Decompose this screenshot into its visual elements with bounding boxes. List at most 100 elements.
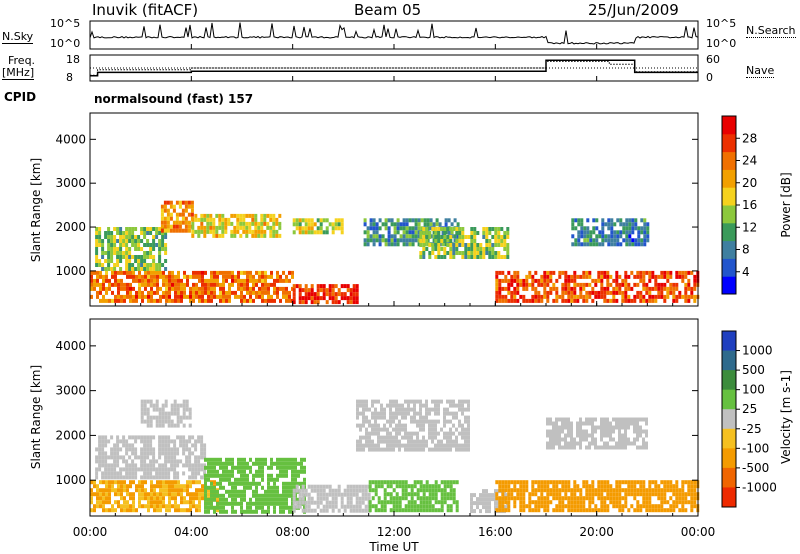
heatmap-cell	[152, 407, 156, 412]
heatmap-cell	[579, 488, 583, 493]
heatmap-cell	[687, 480, 691, 485]
heatmap-cell	[651, 480, 655, 485]
heatmap-cell	[216, 282, 219, 287]
heatmap-cell	[224, 217, 228, 222]
heatmap-cell	[423, 222, 427, 227]
y-tick-label: 2000	[55, 428, 86, 442]
heatmap-cell	[398, 407, 401, 412]
heatmap-cell	[440, 504, 444, 509]
heatmap-cell	[310, 484, 314, 489]
heatmap-cell	[198, 488, 201, 493]
heatmap-cell	[141, 294, 144, 299]
heatmap-cell	[276, 497, 279, 502]
heatmap-cell	[170, 455, 174, 460]
heatmap-cell	[282, 457, 285, 462]
heatmap-cell	[404, 488, 408, 493]
colorbar-frame	[721, 330, 737, 508]
heatmap-cell	[395, 423, 398, 428]
heatmap-cell	[401, 488, 405, 493]
heatmap-cell	[657, 496, 661, 501]
heatmap-cell	[392, 480, 396, 485]
heatmap-cell	[155, 415, 159, 420]
heatmap-cell	[104, 231, 108, 235]
heatmap-cell	[497, 243, 501, 247]
heatmap-cell	[207, 294, 210, 299]
heatmap-cell	[416, 488, 420, 493]
heatmap-cell	[213, 274, 216, 279]
heatmap-cell	[687, 286, 691, 291]
heatmap-cell	[464, 251, 468, 255]
heatmap-cell	[488, 501, 491, 506]
heatmap-cell	[383, 435, 386, 440]
heatmap-cell	[660, 294, 664, 299]
heatmap-cell	[270, 473, 273, 478]
heatmap-cell	[240, 461, 243, 466]
heatmap-cell	[648, 270, 652, 275]
heatmap-cell	[567, 484, 571, 489]
heatmap-cell	[377, 435, 380, 440]
heatmap-cell	[149, 415, 153, 420]
heatmap-cell	[564, 421, 567, 426]
heatmap-cell	[237, 274, 240, 279]
heatmap-cell	[216, 457, 219, 462]
heatmap-cell	[615, 270, 619, 275]
heatmap-cell	[555, 508, 559, 513]
heatmap-cell	[161, 451, 165, 456]
heatmap-cell	[446, 496, 450, 501]
heatmap-cell	[194, 467, 198, 472]
heatmap-cell	[579, 429, 582, 434]
heatmap-cell	[160, 228, 164, 233]
heatmap-cell	[365, 419, 368, 424]
heatmap-cell	[201, 496, 204, 501]
heatmap-cell	[210, 493, 213, 498]
heatmap-cell	[631, 226, 635, 231]
heatmap-cell	[98, 231, 102, 235]
heatmap-cell	[246, 473, 249, 478]
heatmap-cell	[307, 218, 311, 223]
heatmap-cell	[398, 419, 401, 424]
heatmap-cell	[392, 443, 395, 448]
heatmap-cell	[634, 238, 638, 243]
heatmap-cell	[586, 218, 590, 223]
heatmap-cell	[600, 492, 604, 497]
heatmap-cell	[600, 417, 603, 422]
heatmap-cell	[621, 294, 625, 299]
heatmap-cell	[552, 282, 556, 287]
heatmap-cell	[185, 439, 189, 444]
heatmap-cell	[209, 229, 213, 234]
heatmap-cell	[159, 484, 162, 489]
heatmap-cell	[537, 488, 541, 493]
heatmap-cell	[594, 425, 597, 430]
heatmap-cell	[343, 292, 347, 297]
heatmap-cell	[225, 473, 228, 478]
heatmap-cell	[582, 429, 585, 434]
heatmap-cell	[681, 480, 685, 485]
heatmap-cell	[143, 439, 147, 444]
heatmap-cell	[519, 282, 523, 287]
heatmap-cell	[301, 488, 305, 493]
heatmap-cell	[119, 467, 123, 472]
heatmap-cell	[141, 492, 144, 497]
heatmap-cell	[210, 465, 213, 470]
heatmap-cell	[90, 492, 93, 497]
heatmap-cell	[443, 227, 447, 231]
heatmap-cell	[258, 278, 261, 283]
heatmap-cell	[432, 222, 436, 227]
heatmap-cell	[203, 217, 207, 222]
heatmap-cell	[101, 251, 105, 255]
heatmap-cell	[222, 465, 225, 470]
heatmap-cell	[167, 439, 171, 444]
heatmap-cell	[651, 274, 655, 279]
heatmap-cell	[361, 492, 365, 497]
heatmap-cell	[190, 200, 194, 205]
heatmap-cell	[340, 292, 344, 297]
heatmap-cell	[428, 255, 432, 259]
heatmap-cell	[178, 212, 182, 217]
heatmap-cell	[249, 505, 252, 510]
heatmap-cell	[592, 218, 596, 223]
heatmap-cell	[239, 213, 243, 218]
heatmap-cell	[204, 477, 207, 482]
heatmap-cell	[203, 443, 207, 448]
heatmap-cell	[361, 500, 365, 505]
heatmap-cell	[555, 437, 558, 442]
